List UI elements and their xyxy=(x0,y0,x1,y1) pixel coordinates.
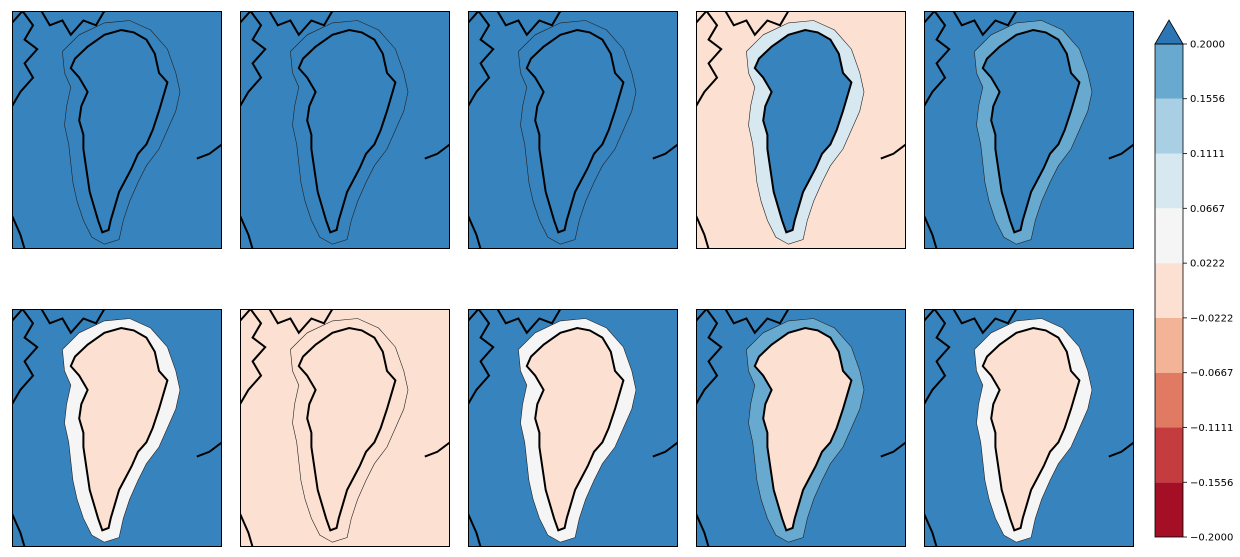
coastline xyxy=(1108,143,1134,160)
coastline xyxy=(268,11,334,37)
colorbar-tick-label: −0.2000 xyxy=(1190,533,1233,544)
coastline xyxy=(496,309,562,335)
colorbar-tick-label: −0.0667 xyxy=(1190,368,1233,379)
coastline xyxy=(468,215,482,249)
coastline xyxy=(240,215,254,249)
colorbar-tick-label: −0.1556 xyxy=(1190,478,1233,489)
panel-frame xyxy=(924,11,1134,249)
colorbar-tick-label: 0.1556 xyxy=(1190,94,1225,105)
greenland-coastline xyxy=(753,326,853,532)
colorbar-band xyxy=(1155,44,1183,99)
colorbar-tick-label: −0.0222 xyxy=(1190,313,1233,324)
coastline xyxy=(652,441,678,458)
panel-frame xyxy=(240,309,450,547)
coastline xyxy=(468,11,495,107)
coastline xyxy=(12,513,26,547)
colorbar-band xyxy=(1155,153,1183,209)
colorbar-tick-label: 0.2000 xyxy=(1190,40,1225,51)
coastline xyxy=(424,441,450,458)
coastline xyxy=(468,309,495,405)
colorbar-band xyxy=(1155,263,1183,318)
coastline xyxy=(12,215,26,249)
map-panel xyxy=(924,309,1134,547)
map-panel xyxy=(696,11,906,249)
greenland-coastline xyxy=(69,326,169,532)
colorbar-tick-label: 0.0222 xyxy=(1190,259,1225,270)
colorbar-frame xyxy=(1154,43,1184,538)
map-panel xyxy=(240,11,450,249)
map-panel xyxy=(12,11,222,249)
map-panel xyxy=(696,309,906,547)
colorbar-band xyxy=(1155,98,1183,154)
coastline xyxy=(468,513,482,547)
panel-frame xyxy=(240,11,450,249)
coastline xyxy=(924,513,938,547)
panel-frame xyxy=(696,309,906,547)
coastline xyxy=(424,143,450,160)
coastline xyxy=(240,11,267,107)
coastline xyxy=(696,11,723,107)
panel-frame xyxy=(468,309,678,547)
coastline xyxy=(1108,441,1134,458)
coastline xyxy=(240,513,254,547)
map-panel xyxy=(468,309,678,547)
greenland-coastline xyxy=(981,28,1081,234)
greenland-coastline xyxy=(69,28,169,234)
greenland-coastline xyxy=(525,28,625,234)
coastline xyxy=(924,215,938,249)
coastline xyxy=(196,441,222,458)
coastline xyxy=(952,11,1018,37)
coastline xyxy=(696,513,710,547)
colorbar-band xyxy=(1155,427,1183,483)
map-panel xyxy=(240,309,450,547)
colorbar-band xyxy=(1155,208,1183,264)
coastline xyxy=(880,143,906,160)
panel-frame xyxy=(468,11,678,249)
coastline xyxy=(196,143,222,160)
coastline xyxy=(12,309,39,405)
greenland-coastline xyxy=(297,326,397,532)
map-panel xyxy=(12,309,222,547)
greenland-coastline xyxy=(753,28,853,234)
panel-frame xyxy=(924,309,1134,547)
coastline xyxy=(40,11,106,37)
coastline xyxy=(268,309,334,335)
colorbar-band xyxy=(1155,372,1183,428)
greenland-coastline xyxy=(525,326,625,532)
colorbar-tick-label: −0.1111 xyxy=(1190,423,1233,434)
coastline xyxy=(496,11,562,37)
coastline xyxy=(696,309,723,405)
panel-frame xyxy=(696,11,906,249)
greenland-coastline xyxy=(297,28,397,234)
coastline xyxy=(924,309,951,405)
map-panels xyxy=(12,11,1134,547)
colorbar: −0.2000 −0.1556 −0.1111 −0.0667 −0.0222 0.022… xyxy=(1154,19,1233,544)
colorbar-tick-label: 0.0667 xyxy=(1190,204,1225,215)
coastline xyxy=(924,11,951,107)
coastline xyxy=(880,441,906,458)
coastline xyxy=(724,11,790,37)
panel-frame xyxy=(12,11,222,249)
coastline xyxy=(652,143,678,160)
coastline xyxy=(952,309,1018,335)
colorbar-band xyxy=(1155,482,1183,537)
greenland-coastline xyxy=(981,326,1081,532)
coastline xyxy=(240,309,267,405)
panel-frame xyxy=(12,309,222,547)
coastline xyxy=(696,215,710,249)
colorbar-tick-label: 0.1111 xyxy=(1190,149,1225,160)
map-panel xyxy=(468,11,678,249)
coastline xyxy=(724,309,790,335)
coastline xyxy=(40,309,106,335)
colorbar-band xyxy=(1155,317,1183,373)
map-panel xyxy=(924,11,1134,249)
coastline xyxy=(12,11,39,107)
colorbar-extend-max xyxy=(1154,19,1184,45)
